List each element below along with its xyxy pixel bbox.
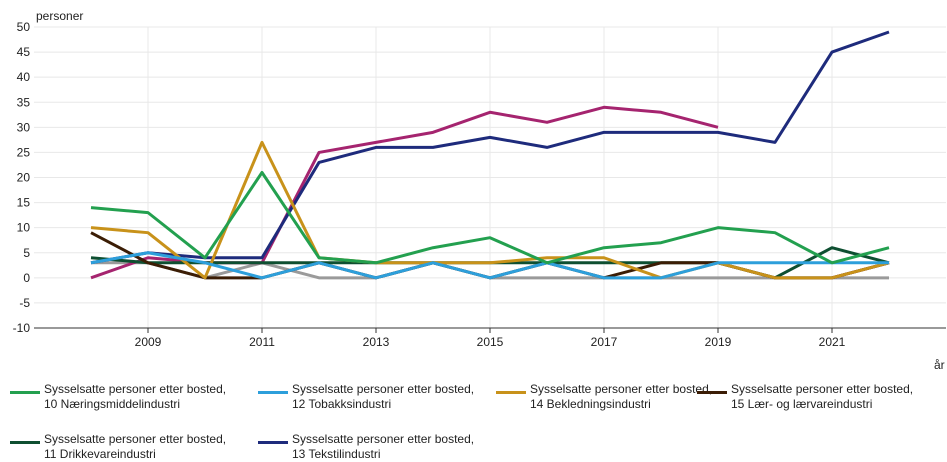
legend-entry: Sysselsatte personer etter bosted, 11 Dr… (10, 428, 236, 462)
legend-swatch (258, 391, 288, 394)
chart: personer år -10 -5 0 5 10 15 20 25 30 35 40 45 50 200… (13, 9, 946, 372)
x-tick-label: 2021 (819, 335, 846, 349)
legend-label: Sysselsatte personer etter bosted, 15 Læ… (731, 382, 914, 411)
legend-swatch (697, 391, 727, 394)
x-tick-label: 2017 (591, 335, 618, 349)
y-tick-label: -5 (19, 296, 30, 310)
x-tick-label: 2013 (363, 335, 390, 349)
legend-entry: Sysselsatte personer etter bosted, 13 Te… (258, 428, 484, 462)
legend-label: Sysselsatte personer etter bosted, 13 Te… (292, 432, 475, 461)
y-tick-label: -10 (13, 321, 31, 335)
y-tick-label: 5 (23, 246, 30, 260)
legend-entry: Sysselsatte personer etter bosted, 10 Næ… (10, 378, 236, 412)
series-line (90, 170, 890, 265)
x-axis-label: år (934, 358, 945, 372)
y-tick-label: 0 (23, 271, 30, 285)
legend-entry: Sysselsatte personer etter bosted, 15 Læ… (697, 378, 923, 412)
y-tick-label: 50 (17, 20, 31, 34)
legend-entry: Sysselsatte personer etter bosted, 14 Be… (496, 378, 722, 412)
series-line (90, 30, 890, 265)
y-tick-label: 40 (17, 70, 31, 84)
legend-entry: Sysselsatte personer etter bosted, 12 To… (258, 378, 484, 412)
y-axis-label: personer (36, 9, 83, 23)
y-tick-label: 20 (17, 171, 31, 185)
legend-swatch (10, 441, 40, 444)
y-tick-label: 25 (17, 145, 31, 159)
legend-label: Sysselsatte personer etter bosted, 12 To… (292, 382, 475, 411)
series-line (90, 251, 889, 280)
legend-swatch (496, 391, 526, 394)
legend: Sysselsatte personer etter bosted, 10 Næ… (0, 378, 947, 461)
legend-label: Sysselsatte personer etter bosted, 11 Dr… (44, 432, 227, 461)
legend-label: Sysselsatte personer etter bosted, 14 Be… (530, 382, 713, 411)
x-tick-label: 2015 (477, 335, 504, 349)
series-line (90, 140, 890, 280)
y-tick-label: 35 (17, 95, 31, 109)
legend-swatch (258, 441, 288, 444)
x-tick-label: 2019 (705, 335, 732, 349)
y-tick-label: 10 (17, 221, 31, 235)
y-tick-label: 30 (17, 120, 31, 134)
y-tick-label: 15 (17, 196, 31, 210)
legend-label: Sysselsatte personer etter bosted, 10 Næ… (44, 382, 227, 411)
x-tick-label: 2011 (249, 335, 275, 349)
legend-swatch (10, 391, 40, 394)
y-tick-label: 45 (17, 45, 31, 59)
x-tick-label: 2009 (135, 335, 162, 349)
